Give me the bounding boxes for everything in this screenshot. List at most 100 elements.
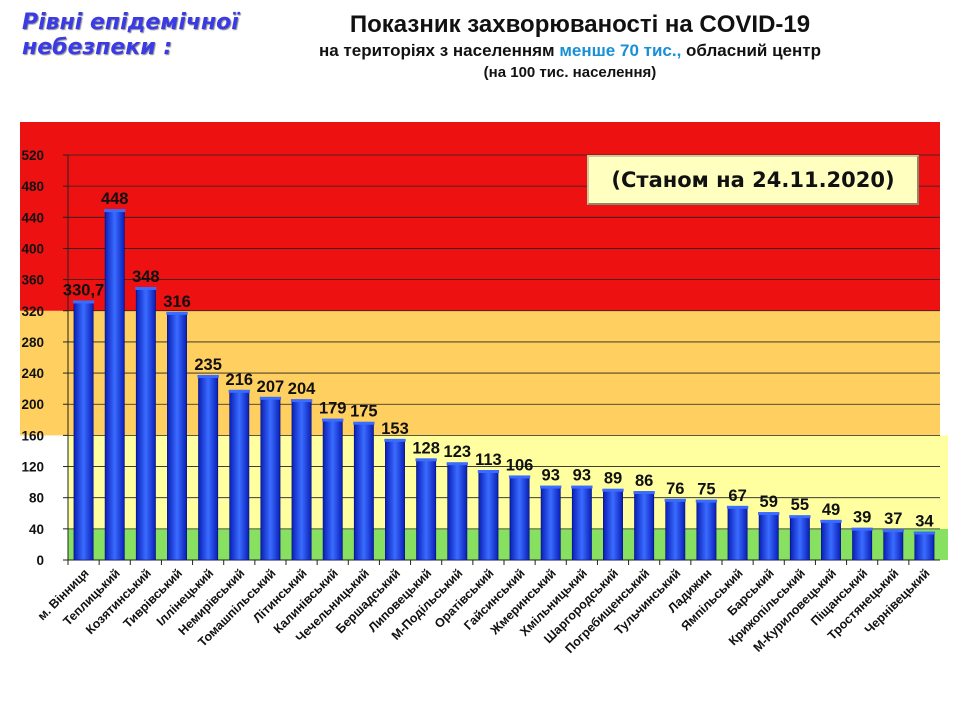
data-label: 316 xyxy=(163,293,191,311)
y-tick-label: 320 xyxy=(21,304,44,319)
bar xyxy=(509,477,530,561)
data-label: 179 xyxy=(319,400,347,418)
bar-cap xyxy=(384,438,406,442)
bar-cap xyxy=(259,396,282,400)
bar-cap xyxy=(353,421,375,425)
bar-cap xyxy=(726,505,749,509)
chart-subtitle: на територіях з населенням менше 70 тис.… xyxy=(180,40,960,62)
bar-cap xyxy=(664,498,686,502)
data-label: 204 xyxy=(288,380,316,398)
y-tick-label: 200 xyxy=(21,397,44,412)
bar xyxy=(571,487,592,561)
y-tick-label: 280 xyxy=(21,335,44,350)
bar-cap xyxy=(540,485,562,489)
bar-cap xyxy=(322,418,344,422)
data-label: 348 xyxy=(132,268,160,286)
y-tick-label: 120 xyxy=(21,460,44,475)
bar-cap xyxy=(602,488,624,492)
chart-subtitle-part2: обласний центр xyxy=(686,41,821,60)
y-tick-label: 480 xyxy=(21,179,44,194)
data-label: 235 xyxy=(194,356,222,374)
bar xyxy=(727,507,748,561)
bar-cap xyxy=(695,499,718,503)
data-label: 49 xyxy=(822,501,840,519)
data-label: 330,7 xyxy=(63,281,104,299)
chart-subtitle-part1: на територіях з населенням xyxy=(318,41,555,60)
data-label: 207 xyxy=(257,378,285,396)
bar xyxy=(821,521,841,561)
y-tick-label: 0 xyxy=(36,553,44,568)
bar xyxy=(104,210,125,561)
bar-cap xyxy=(851,527,873,531)
data-label: 216 xyxy=(226,371,254,389)
chart-title: Показник захворюваності на COVID-19 xyxy=(349,11,811,38)
bar xyxy=(229,391,250,561)
y-tick-label: 40 xyxy=(29,522,44,537)
bar xyxy=(73,302,94,561)
bar xyxy=(758,513,779,561)
data-label: 37 xyxy=(884,510,902,528)
bar-cap xyxy=(72,300,95,304)
bar-cap xyxy=(758,512,780,516)
data-label: 75 xyxy=(697,481,715,499)
bar-cap xyxy=(104,209,126,213)
data-label: 76 xyxy=(666,480,684,498)
bar-cap xyxy=(508,475,531,479)
y-tick-label: 160 xyxy=(21,428,44,443)
data-label: 128 xyxy=(412,439,440,457)
bar xyxy=(696,501,717,561)
date-status-box: (Станом на 24.11.2020) xyxy=(587,155,919,205)
bar-cap xyxy=(882,529,904,533)
y-tick-label: 360 xyxy=(21,273,44,288)
data-label: 67 xyxy=(728,487,746,505)
chart-title-block: Показник захворюваності на COVID-19 на т… xyxy=(180,10,960,84)
data-label: 153 xyxy=(381,420,409,438)
epidemic-levels-title-line1: Рівні епідемічної xyxy=(22,10,239,35)
x-axis-labels: м. ВінницяТеплицькийКозятинськийТиврівсь… xyxy=(35,566,933,656)
bar xyxy=(353,423,374,561)
bar-cap xyxy=(290,399,313,403)
data-label: 106 xyxy=(506,456,534,474)
bar-cap xyxy=(913,531,936,535)
y-axis-ticks: 0 40 80 120 160 200 240 280 320 360 400 440 480 520 xyxy=(21,148,68,568)
data-label: 86 xyxy=(635,472,653,490)
bar-cap xyxy=(571,485,593,489)
bar xyxy=(852,529,873,561)
data-label: 93 xyxy=(542,467,560,485)
bar-cap xyxy=(477,469,500,473)
bar xyxy=(914,533,935,561)
chart-subtitle-highlight: менше 70 тис., xyxy=(559,41,682,60)
data-label: 448 xyxy=(101,190,129,208)
bar xyxy=(198,376,219,561)
bar-cap xyxy=(633,491,655,495)
bar-cap xyxy=(415,458,437,462)
data-label: 113 xyxy=(475,451,502,469)
bar xyxy=(540,487,561,561)
bars xyxy=(72,209,936,561)
data-label: 59 xyxy=(760,493,778,511)
bar xyxy=(634,492,655,561)
y-tick-label: 400 xyxy=(21,241,44,256)
bar-cap xyxy=(197,374,219,378)
bar xyxy=(385,440,405,561)
epidemic-levels-title-line2: небезпеки : xyxy=(22,35,173,60)
bar xyxy=(789,516,810,561)
bar-cap xyxy=(789,515,811,519)
bar-cap xyxy=(166,311,188,315)
bar xyxy=(416,460,437,561)
bar-cap xyxy=(135,286,157,290)
y-tick-label: 520 xyxy=(21,148,44,163)
data-label: 123 xyxy=(444,443,472,461)
data-label: 34 xyxy=(915,513,934,531)
data-label: 55 xyxy=(791,496,809,514)
bar-cap xyxy=(228,389,250,393)
data-label: 175 xyxy=(350,403,378,421)
y-tick-label: 440 xyxy=(21,210,44,225)
bar xyxy=(665,500,686,561)
chart-units-note: (на 100 тис. населення) xyxy=(483,64,657,81)
bar xyxy=(167,313,187,561)
bar-cap xyxy=(446,462,468,466)
bar xyxy=(135,288,156,561)
